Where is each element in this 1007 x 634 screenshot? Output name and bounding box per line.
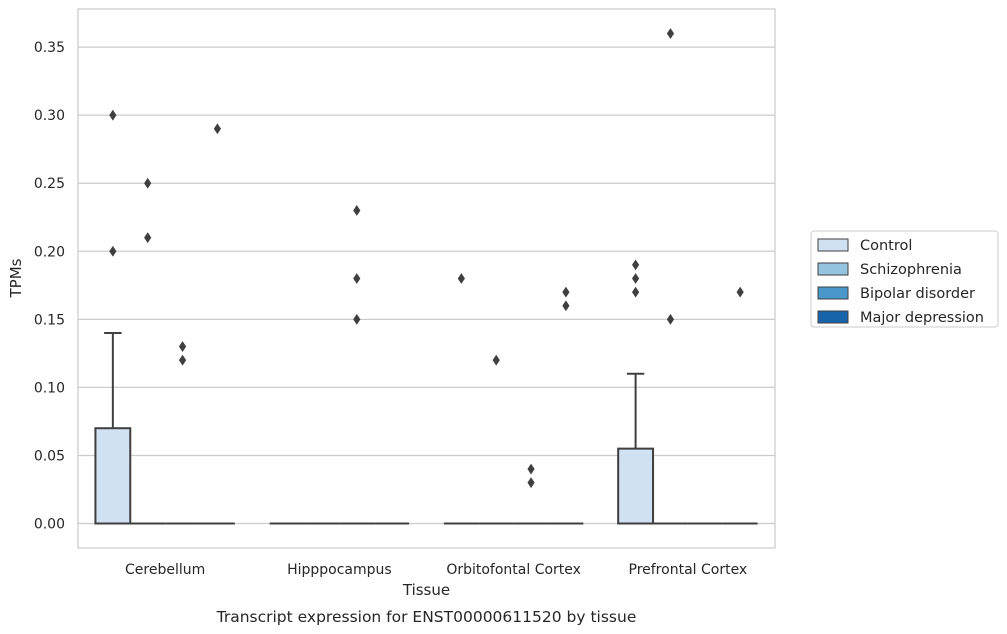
legend-label-bipolar-disorder: Bipolar disorder: [860, 286, 975, 302]
legend-frame: [810, 230, 999, 328]
box-control: [94, 427, 132, 525]
x-axis-ticks: Cerebellum Hipppocampus Orbitofontal Corte…: [125, 562, 747, 578]
outlier-point: [457, 273, 465, 284]
y-tick-label: 0.30: [34, 108, 65, 124]
x-tick-label: Cerebellum: [125, 562, 205, 578]
box-control: [617, 447, 655, 525]
x-tick-label: Prefrontal Cortex: [629, 562, 748, 578]
y-tick-label: 0.35: [34, 40, 65, 56]
legend-swatch-schizophrenia: [817, 262, 849, 276]
legend-swatch-bipolar-disorder: [817, 286, 849, 300]
y-tick-label: 0.10: [34, 380, 65, 396]
outlier-point: [527, 463, 535, 475]
legend-label-schizophrenia: Schizophrenia: [860, 262, 962, 278]
outlier-point: [353, 273, 361, 284]
outlier-point: [562, 286, 570, 298]
y-tick-label: 0.05: [34, 448, 65, 464]
outlier-point: [632, 273, 640, 284]
outlier-point: [562, 300, 570, 312]
legend: Control Schizophrenia Bipolar disorder Majo…: [810, 230, 999, 328]
outlier-point: [144, 232, 152, 244]
x-tick-label: Orbitofontal Cortex: [446, 562, 581, 578]
x-tick-label: Hipppocampus: [287, 562, 392, 578]
legend-label-major-depression: Major depression: [860, 310, 984, 326]
outlier-point: [178, 341, 187, 352]
outlier-point: [632, 286, 640, 298]
legend-label-control: Control: [860, 238, 912, 254]
outlier-point: [213, 123, 221, 135]
chart-caption: Transcript expression for ENST0000061152…: [216, 608, 637, 626]
y-tick-label: 0.20: [34, 244, 65, 260]
x-axis-title: Tissue: [402, 581, 450, 599]
legend-swatch-major-depression: [817, 310, 849, 324]
outlier-point: [736, 286, 744, 298]
y-axis-ticks: 0.00 0.05 0.10 0.15 0.20 0.25 0.30 0.35: [34, 40, 65, 532]
outlier-point: [144, 177, 152, 189]
outlier-point: [666, 28, 675, 39]
outlier-point: [492, 354, 500, 366]
grid-lines: [78, 46, 775, 525]
y-tick-label: 0.00: [34, 517, 65, 533]
plot-area: [77, 8, 776, 549]
outliers: [109, 28, 744, 489]
outlier-point: [353, 313, 361, 325]
y-tick-label: 0.15: [34, 312, 65, 328]
y-tick-label: 0.25: [34, 176, 65, 192]
outlier-point: [632, 259, 640, 271]
outlier-point: [666, 313, 675, 325]
outlier-point: [527, 477, 535, 489]
y-axis-title: TPMs: [7, 258, 25, 298]
outlier-point: [109, 109, 117, 121]
outlier-point: [109, 245, 117, 257]
legend-swatch-control: [817, 238, 849, 252]
boxes: [94, 331, 758, 525]
outlier-point: [178, 354, 187, 366]
outlier-point: [353, 205, 361, 216]
